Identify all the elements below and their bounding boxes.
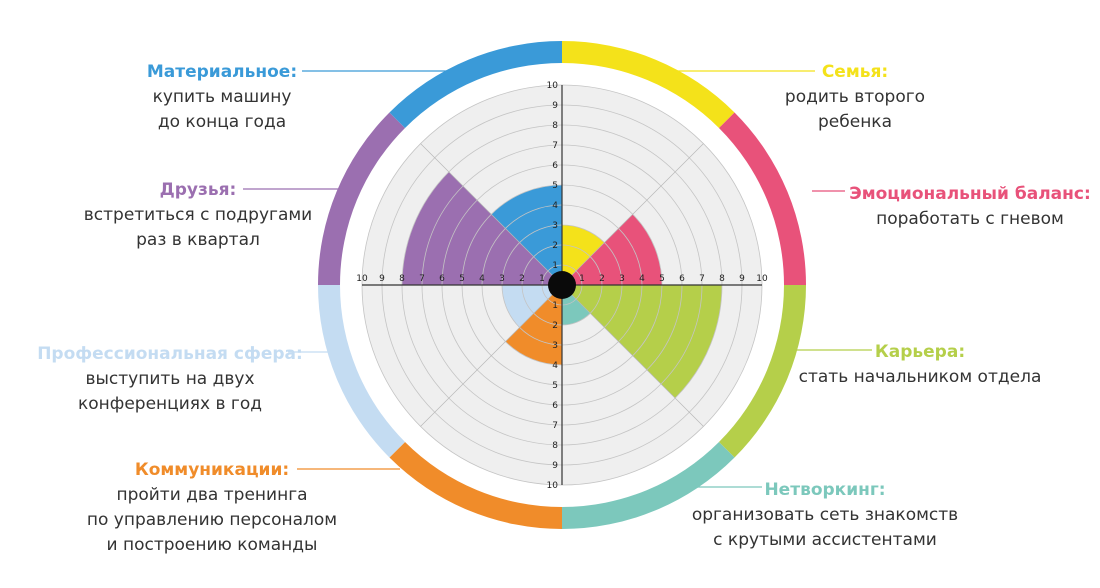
- label-material-goal-1: купить машину: [152, 87, 292, 107]
- tick-label-left-7: 7: [419, 274, 425, 284]
- tick-label-up-8: 8: [552, 121, 558, 131]
- value-wedge-3: [562, 285, 722, 399]
- label-communications-goal-1: пройти два тренинга: [116, 485, 308, 505]
- label-career-title: Карьера:: [874, 342, 966, 362]
- tick-label-left-1: 1: [539, 274, 545, 284]
- tick-label-down-7: 7: [552, 421, 558, 431]
- label-friends-title: Друзья:: [159, 180, 237, 200]
- tick-label-left-4: 4: [479, 274, 485, 284]
- tick-label-down-3: 3: [552, 341, 558, 351]
- value-wedge-1: [562, 225, 605, 285]
- tick-label-up-3: 3: [552, 221, 558, 231]
- tick-label-right-2: 2: [599, 274, 605, 284]
- label-family-goal-2: ребенка: [818, 112, 892, 132]
- label-communications-goal-2: по управлению персоналом: [86, 510, 338, 530]
- tick-label-up-5: 5: [552, 181, 558, 191]
- outer-ring-segment-7: [318, 112, 406, 285]
- value-wedge-8: [491, 185, 562, 285]
- tick-label-up-2: 2: [552, 241, 558, 251]
- label-material: Материальное: купить машину до конца год…: [52, 60, 392, 135]
- label-friends-goal-1: встретиться с подругами: [83, 205, 313, 225]
- outer-ring-segment-5: [389, 441, 562, 529]
- spoke-6: [420, 284, 563, 427]
- label-emotional-goal-1: поработать с гневом: [876, 209, 1064, 229]
- label-networking-title: Нетворкинг:: [764, 480, 886, 500]
- tick-label-down-5: 5: [552, 381, 558, 391]
- label-emotional-title: Эмоциональный баланс:: [849, 184, 1091, 204]
- tick-label-right-6: 6: [679, 274, 685, 284]
- value-wedge-5: [505, 285, 562, 365]
- tick-label-left-8: 8: [399, 274, 405, 284]
- center-dot: [548, 271, 576, 299]
- outer-ring-segment-2: [718, 112, 806, 285]
- label-material-title: Материальное:: [146, 62, 298, 82]
- tick-label-up-10: 10: [547, 81, 559, 91]
- spoke-8: [420, 143, 563, 286]
- tick-label-up-9: 9: [552, 101, 558, 111]
- tick-label-left-5: 5: [459, 274, 465, 284]
- label-material-goal-2: до конца года: [157, 112, 287, 132]
- tick-label-up-6: 6: [552, 161, 558, 171]
- label-friends-goal-2: раз в квартал: [136, 230, 260, 250]
- label-communications-title: Коммуникации:: [134, 460, 290, 480]
- tick-label-right-9: 9: [739, 274, 745, 284]
- label-career-goal-1: стать начальником отдела: [798, 367, 1042, 387]
- label-networking-goal-1: организовать сеть знакомств: [691, 505, 959, 525]
- label-friends: Друзья: встретиться с подругами раз в кв…: [28, 178, 368, 253]
- label-professional-title: Профессиональная сфера:: [37, 344, 303, 364]
- label-career: Карьера: стать начальником отдела: [750, 340, 1090, 390]
- tick-label-left-9: 9: [379, 274, 385, 284]
- tick-label-right-10: 10: [756, 274, 768, 284]
- label-family-goal-1: родить второго: [784, 87, 926, 107]
- tick-label-left-6: 6: [439, 274, 445, 284]
- tick-label-left-10: 10: [356, 274, 368, 284]
- tick-label-down-9: 9: [552, 461, 558, 471]
- label-family-title: Семья:: [821, 62, 889, 82]
- tick-label-up-7: 7: [552, 141, 558, 151]
- tick-label-up-1: 1: [552, 261, 558, 271]
- label-family: Семья: родить второго ребенка: [685, 60, 1025, 135]
- tick-label-down-10: 10: [547, 481, 559, 491]
- value-wedge-7: [402, 171, 562, 285]
- outer-ring-segment-3: [718, 285, 806, 458]
- tick-label-right-3: 3: [619, 274, 625, 284]
- tick-label-right-4: 4: [639, 274, 645, 284]
- value-wedge-2: [562, 214, 662, 285]
- tick-label-up-4: 4: [552, 201, 558, 211]
- label-communications: Коммуникации: пройти два тренинга по упр…: [42, 458, 382, 558]
- tick-label-down-2: 2: [552, 321, 558, 331]
- tick-label-down-6: 6: [552, 401, 558, 411]
- label-emotional: Эмоциональный баланс: поработать с гнево…: [800, 182, 1100, 232]
- label-professional: Профессиональная сфера: выступить на дву…: [0, 342, 345, 417]
- tick-label-right-7: 7: [699, 274, 705, 284]
- label-networking-goal-2: с крутыми ассистентами: [713, 530, 937, 550]
- outer-ring-segment-6: [318, 285, 406, 458]
- spoke-4: [561, 284, 704, 427]
- value-wedge-6: [502, 285, 562, 328]
- outer-ring-segment-8: [389, 41, 562, 129]
- label-professional-goal-2: конференциях в год: [78, 394, 262, 414]
- tick-label-right-5: 5: [659, 274, 665, 284]
- tick-label-left-3: 3: [499, 274, 505, 284]
- label-professional-goal-1: выступить на двух: [85, 369, 255, 389]
- outer-ring-segment-4: [562, 441, 735, 529]
- tick-label-down-4: 4: [552, 361, 558, 371]
- label-communications-goal-3: и построению команды: [106, 535, 318, 555]
- tick-label-down-1: 1: [552, 301, 558, 311]
- label-networking: Нетворкинг: организовать сеть знакомств …: [655, 478, 995, 553]
- tick-label-right-8: 8: [719, 274, 725, 284]
- tick-label-down-8: 8: [552, 441, 558, 451]
- tick-label-right-1: 1: [579, 274, 585, 284]
- spoke-2: [561, 143, 704, 286]
- outer-ring-segment-1: [562, 41, 735, 129]
- tick-label-left-2: 2: [519, 274, 525, 284]
